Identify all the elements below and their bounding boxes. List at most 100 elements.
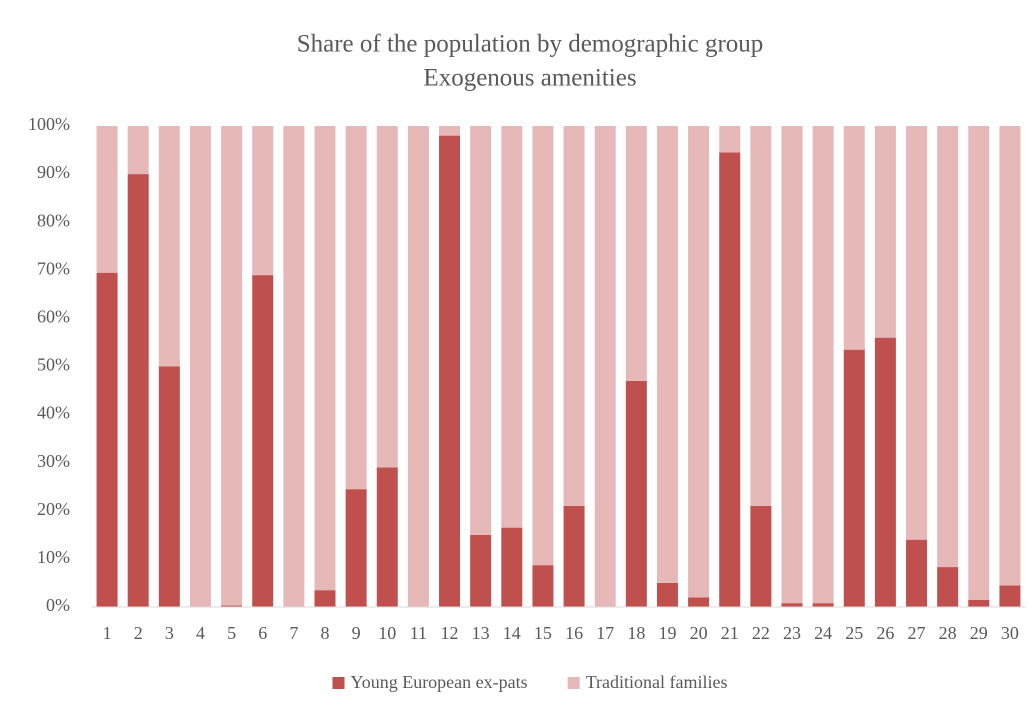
- y-tick-label: 90%: [37, 162, 70, 182]
- bar-segment: [376, 467, 398, 607]
- bar-segment: [719, 126, 741, 153]
- bar-segment: [968, 126, 990, 600]
- y-tick-label: 50%: [37, 355, 70, 375]
- bar-segment: [127, 174, 149, 607]
- bar-segment: [158, 126, 180, 367]
- bar-segment: [345, 126, 367, 490]
- x-tick-label: 21: [721, 623, 739, 643]
- legend-swatch: [567, 677, 580, 689]
- bar-segment: [656, 582, 678, 607]
- x-tick-label: 9: [352, 623, 361, 643]
- bar-segment: [314, 590, 336, 607]
- y-tick-label: 60%: [37, 307, 70, 327]
- bar-segment: [158, 366, 180, 607]
- x-tick-label: 8: [321, 623, 330, 643]
- x-tick-label: 2: [134, 623, 143, 643]
- x-tick-label: 26: [876, 623, 894, 643]
- bar-segment: [719, 152, 741, 607]
- x-tick-label: 15: [534, 623, 552, 643]
- x-tick-label: 22: [752, 623, 770, 643]
- legend-label: Traditional families: [586, 672, 728, 692]
- bar-segment: [501, 527, 523, 607]
- bar-segment: [688, 126, 710, 598]
- y-tick-label: 0%: [46, 595, 70, 615]
- y-tick-label: 100%: [28, 114, 70, 134]
- bar-segment: [221, 126, 243, 606]
- bar-segment: [96, 272, 118, 607]
- bar-segment: [843, 349, 865, 607]
- bar-segment: [874, 126, 896, 338]
- x-tick-label: 7: [289, 623, 298, 643]
- bar-segment: [563, 505, 585, 607]
- x-tick-label: 23: [783, 623, 801, 643]
- bar-segment: [625, 126, 647, 381]
- bar-segment: [252, 275, 274, 607]
- chart-title: Share of the population by demographic g…: [297, 31, 764, 58]
- x-tick-label: 10: [378, 623, 396, 643]
- x-tick-label: 12: [441, 623, 459, 643]
- x-tick-label: 27: [908, 623, 926, 643]
- bar-segment: [407, 126, 429, 607]
- x-tick-label: 14: [503, 623, 521, 643]
- x-tick-label: 20: [690, 623, 708, 643]
- y-tick-label: 80%: [37, 210, 70, 230]
- bar-segment: [127, 126, 149, 175]
- bar-segment: [874, 337, 896, 607]
- bar-segment: [345, 489, 367, 607]
- bar-segment: [781, 603, 803, 607]
- x-tick-label: 4: [196, 623, 205, 643]
- chart-subtitle: Exogenous amenities: [423, 65, 636, 92]
- bar-segment: [376, 126, 398, 468]
- legend-label: Young European ex-pats: [351, 672, 528, 692]
- y-tick-label: 10%: [37, 547, 70, 567]
- bar-segment: [812, 603, 834, 607]
- y-tick-label: 30%: [37, 451, 70, 471]
- x-tick-label: 29: [970, 623, 988, 643]
- x-tick-label: 11: [410, 623, 427, 643]
- x-tick-label: 25: [845, 623, 863, 643]
- bar-segment: [999, 585, 1021, 607]
- bar-segment: [750, 505, 772, 607]
- bar-segment: [314, 126, 336, 591]
- x-tick-label: 6: [258, 623, 267, 643]
- x-tick-label: 30: [1001, 623, 1019, 643]
- bar-segment: [594, 126, 616, 607]
- bar-segment: [283, 126, 305, 607]
- bar-segment: [937, 126, 959, 568]
- y-tick-label: 70%: [37, 258, 70, 278]
- x-tick-label: 24: [814, 623, 832, 643]
- x-tick-label: 1: [103, 623, 112, 643]
- bar-segment: [999, 126, 1021, 586]
- bar-segment: [439, 126, 461, 136]
- bar-segment: [625, 380, 647, 607]
- bar-segment: [532, 126, 554, 566]
- bar-segment: [470, 126, 492, 535]
- bar-segment: [937, 567, 959, 607]
- bar-segment: [906, 126, 928, 540]
- bar-segment: [563, 126, 585, 506]
- bar-segment: [656, 126, 678, 583]
- bar-segment: [812, 126, 834, 604]
- x-tick-label: 17: [596, 623, 614, 643]
- bar-segment: [781, 126, 803, 604]
- x-tick-label: 3: [165, 623, 174, 643]
- x-tick-label: 18: [627, 623, 645, 643]
- bar-segment: [96, 126, 118, 273]
- y-tick-label: 40%: [37, 403, 70, 423]
- x-tick-label: 13: [472, 623, 490, 643]
- bar-segment: [968, 599, 990, 607]
- x-tick-label: 19: [658, 623, 676, 643]
- bar-segment: [439, 135, 461, 607]
- bar-segment: [252, 126, 274, 276]
- y-tick-label: 20%: [37, 499, 70, 519]
- bar-segment: [470, 534, 492, 607]
- bar-segment: [501, 126, 523, 528]
- bar-segment: [189, 126, 211, 607]
- bar-segment: [532, 565, 554, 607]
- bar-segment: [688, 597, 710, 607]
- bar-segment: [750, 126, 772, 506]
- bar-segment: [221, 605, 243, 607]
- bar-segment: [906, 539, 928, 607]
- x-tick-label: 28: [939, 623, 957, 643]
